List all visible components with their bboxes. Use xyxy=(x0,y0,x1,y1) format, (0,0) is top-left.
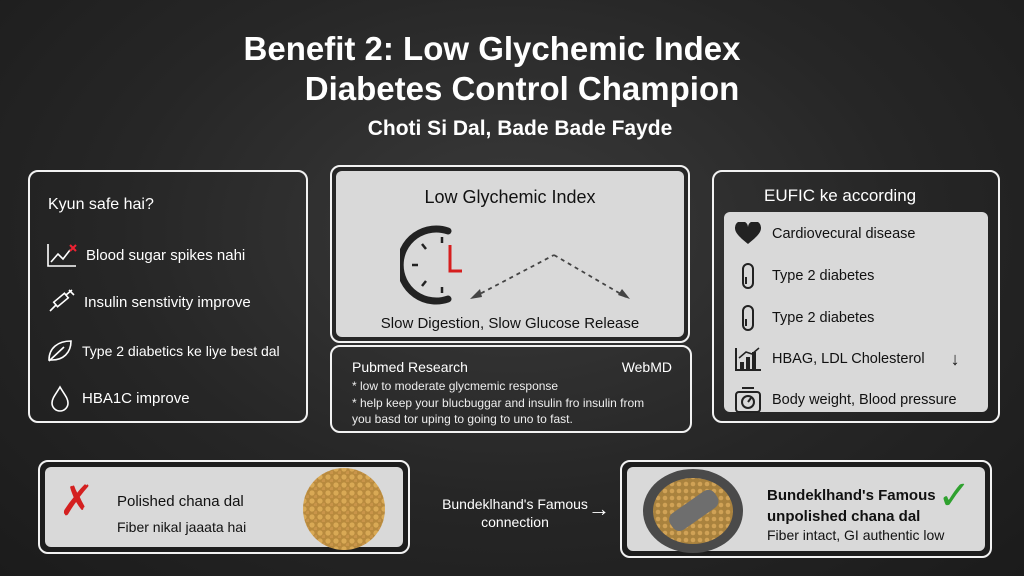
eufic-label: Body weight, Blood pressure xyxy=(772,392,957,408)
mortar-image xyxy=(643,469,743,553)
research-line: you basd tor uping to going to uno to fa… xyxy=(352,412,573,426)
research-line: * help keep your blucbuggar and insulin … xyxy=(352,396,645,410)
unpolished-title: Bundeklhand's Famous unpolished chana da… xyxy=(767,487,936,525)
subtitle: Diabetes Control Champion xyxy=(304,70,740,107)
check-icon: ✓ xyxy=(937,474,971,518)
syringe-icon xyxy=(49,289,75,312)
scale-icon xyxy=(735,387,761,413)
eufic-item: HBAG, LDL Cholesterol ↓ xyxy=(734,346,960,372)
cross-icon: ✗ xyxy=(59,477,95,524)
polished-dal-card: ✗ Polished chana dal Fiber nikal jaaata … xyxy=(38,460,410,554)
tagline: Choti Si Dal, Bade Bade Fayde xyxy=(367,117,673,140)
glycemic-index-panel: Low Glychemic Index Slow Digestion, Slow… xyxy=(330,165,690,343)
eufic-item: Type 2 diabetes xyxy=(734,262,874,290)
unpolished-dal-card: Bundeklhand's Famous unpolished chana da… xyxy=(620,460,992,558)
capsule-icon xyxy=(742,263,754,289)
down-arrow-icon: ↓ xyxy=(950,348,960,369)
why-safe-label: HBA1C improve xyxy=(82,389,190,407)
why-safe-heading: Kyun safe hai? xyxy=(48,196,154,213)
gi-caption: Slow Digestion, Slow Glucose Release xyxy=(380,315,640,332)
capsule-icon xyxy=(742,305,754,331)
gi-title: Low Glychemic Index xyxy=(424,187,596,207)
polished-subtitle: Fiber nikal jaaata hai xyxy=(117,519,247,535)
drop-icon xyxy=(51,385,69,412)
eufic-label: Type 2 diabetes xyxy=(772,310,875,326)
unpolished-subtitle: Fiber intact, GI authentic low xyxy=(767,527,945,543)
leaf-icon xyxy=(48,340,72,362)
bar-chart-icon xyxy=(735,347,761,371)
why-safe-panel: Kyun safe hai? Blood sugar spikes nahi I… xyxy=(28,170,308,423)
eufic-label: Cardiovecural disease xyxy=(772,226,916,242)
eufic-item: Body weight, Blood pressure xyxy=(734,386,957,414)
research-line: * low to moderate glycmemic response xyxy=(352,379,559,393)
webmd-source: WebMD xyxy=(621,359,672,375)
clock-icon xyxy=(400,225,462,305)
why-safe-item: Blood sugar spikes nahi xyxy=(46,242,245,268)
glucose-curve-arrows xyxy=(470,254,630,299)
pubmed-source: Pubmed Research xyxy=(352,359,468,375)
why-safe-item: Type 2 diabetics ke liye best dal xyxy=(46,338,280,364)
why-safe-item: HBA1C improve xyxy=(46,384,190,412)
eufic-item: Cardiovecural disease xyxy=(734,222,915,246)
heart-icon xyxy=(734,222,762,244)
eufic-heading: EUFIC ke according xyxy=(764,186,917,205)
eufic-label: Type 2 diabetes xyxy=(772,268,875,284)
chana-dal-image xyxy=(303,468,385,550)
eufic-item: Type 2 diabetes xyxy=(734,304,874,332)
polished-title: Polished chana dal xyxy=(117,493,244,510)
eufic-panel: EUFIC ke according Cardiovecural disease… xyxy=(712,170,1000,423)
eufic-label: HBAG, LDL Cholesterol xyxy=(772,351,925,367)
connection-label: Bundeklhand's Famous connection xyxy=(430,495,600,531)
main-title: Benefit 2: Low Glychemic Index xyxy=(243,30,741,67)
why-safe-label: Type 2 diabetics ke liye best dal xyxy=(82,343,280,359)
why-safe-label: Insulin senstivity improve xyxy=(84,293,251,311)
right-arrow-icon: → xyxy=(588,496,610,521)
why-safe-item: Insulin senstivity improve xyxy=(46,289,251,315)
chart-down-icon xyxy=(47,244,77,267)
connection-line1: Bundeklhand's Famous xyxy=(442,496,588,512)
why-safe-label: Blood sugar spikes nahi xyxy=(86,246,246,264)
research-panel: Pubmed Research WebMD * low to moderate … xyxy=(330,345,692,433)
connection-line2: connection xyxy=(481,514,549,530)
